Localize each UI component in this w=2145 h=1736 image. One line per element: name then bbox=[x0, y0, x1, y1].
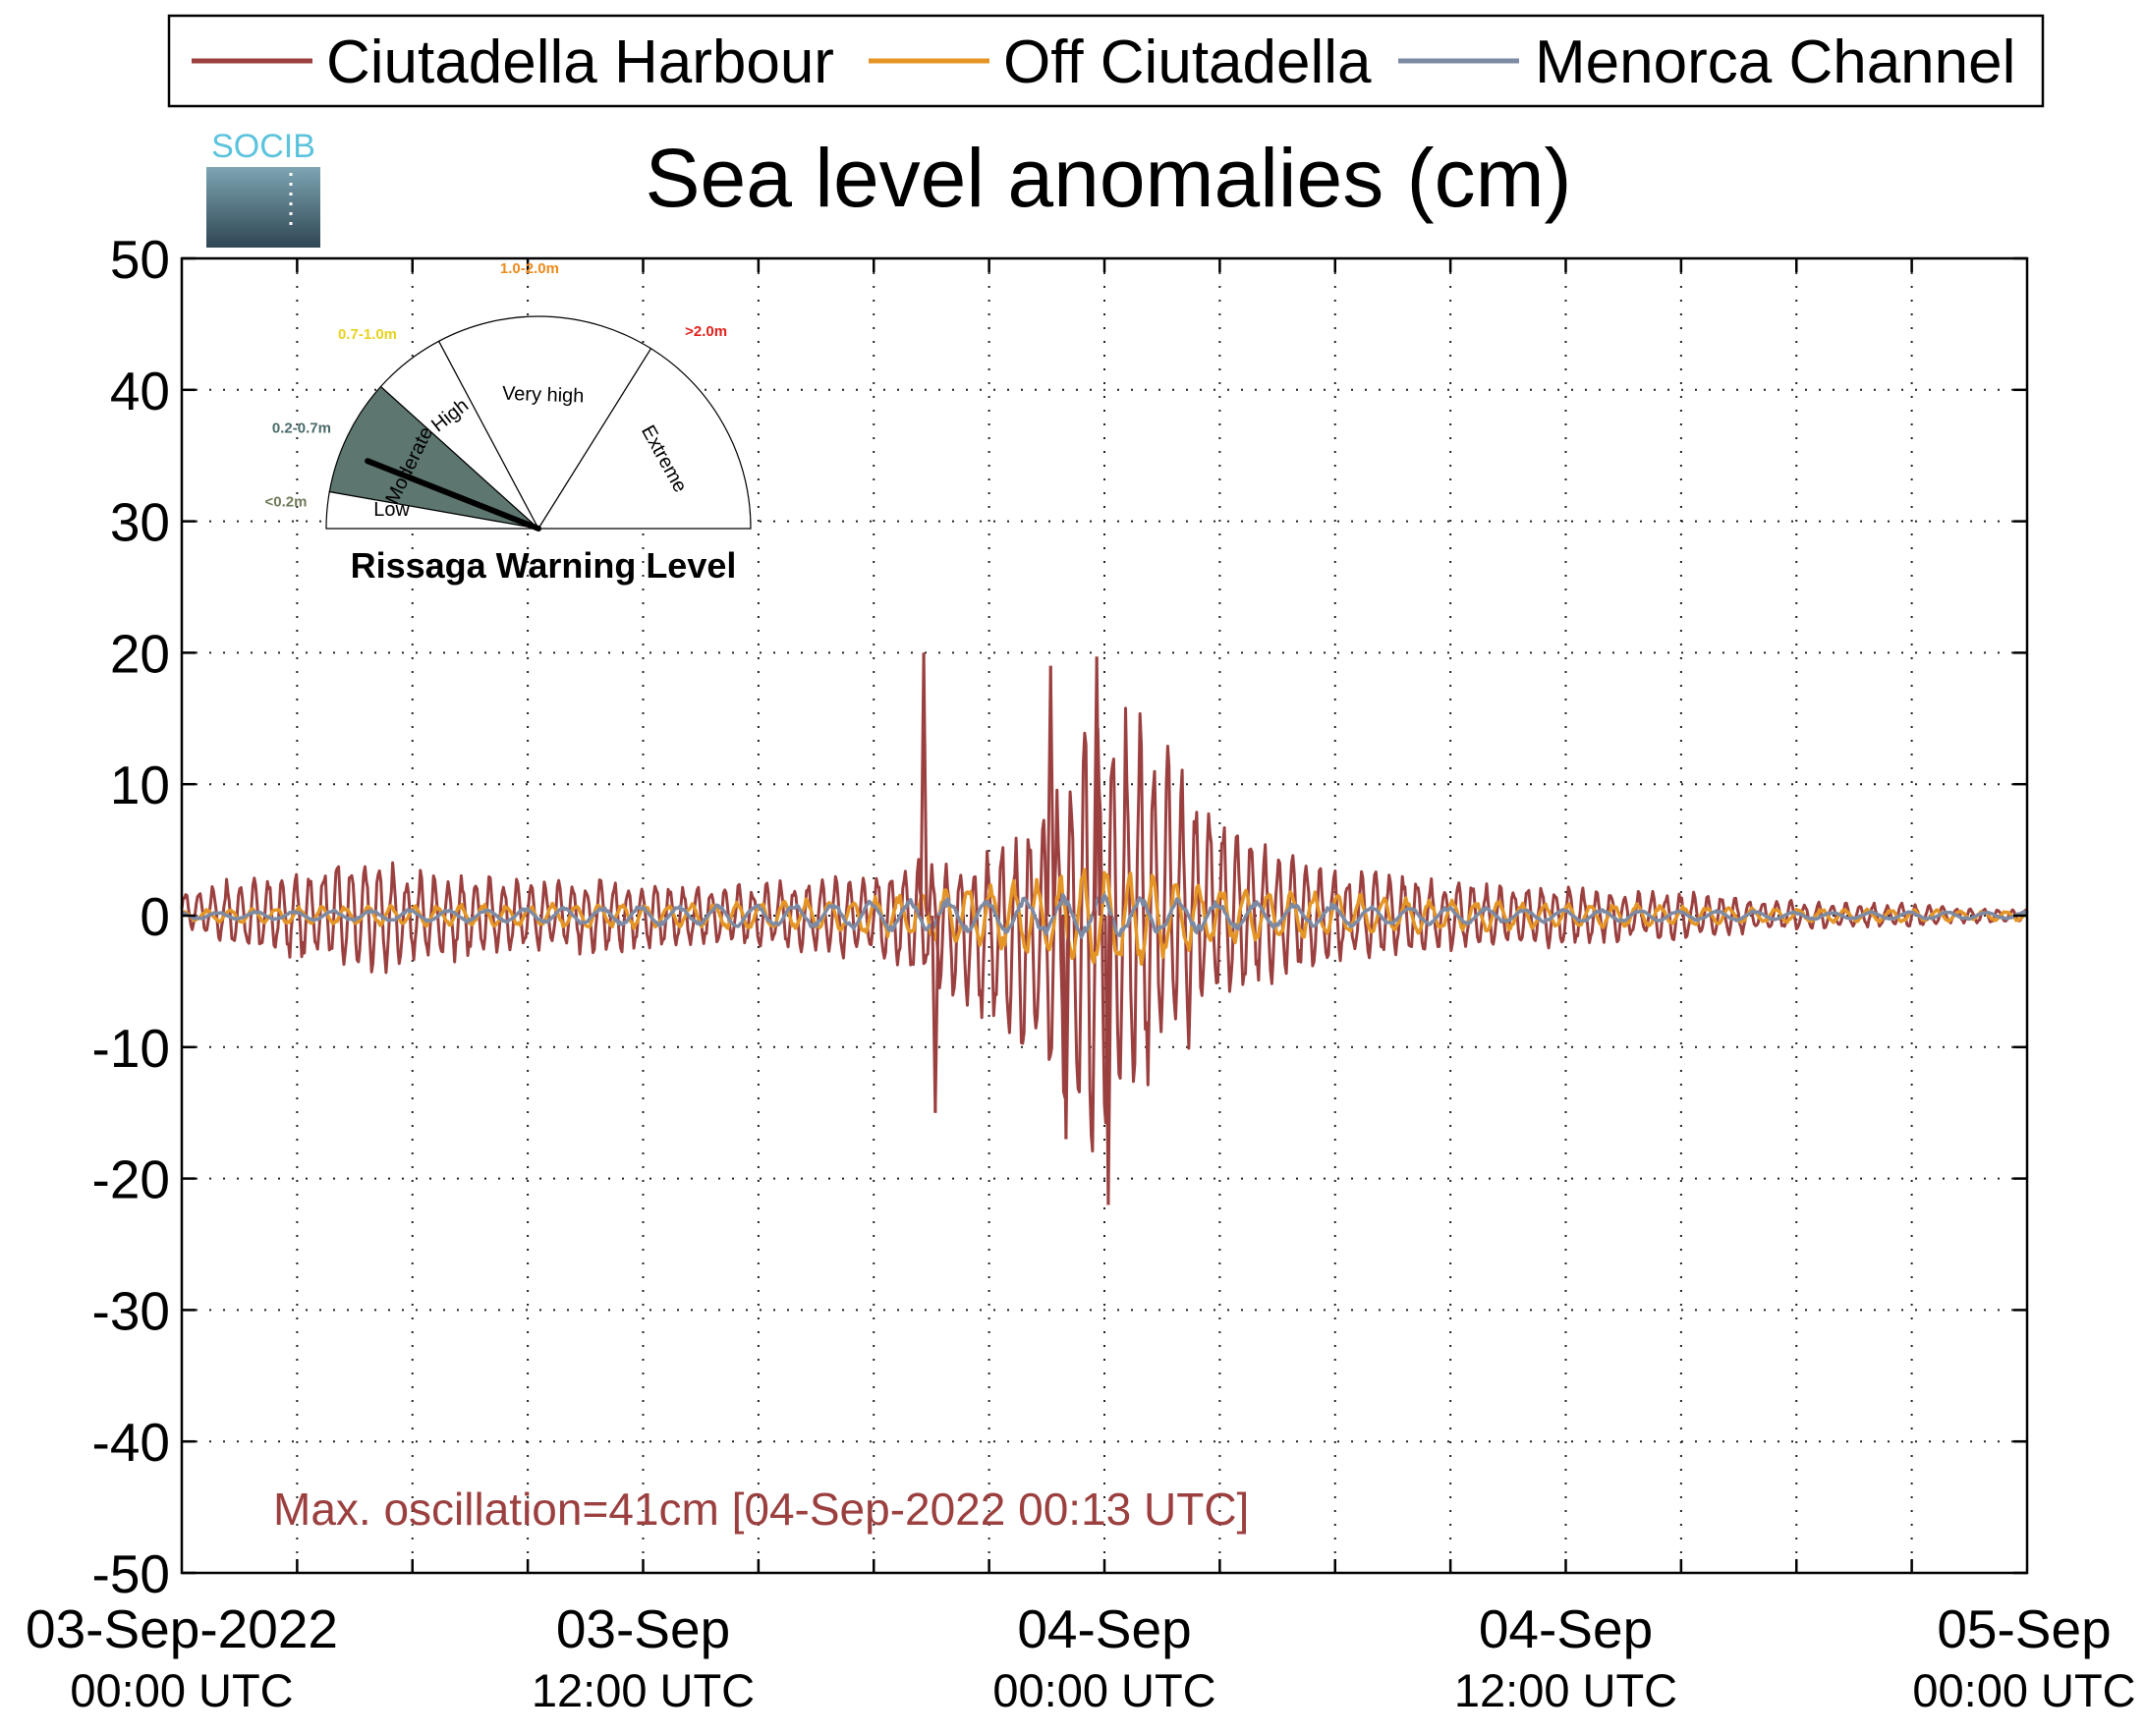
gauge-range-label: 0.7-1.0m bbox=[338, 326, 397, 343]
chart-title: Sea level anomalies (cm) bbox=[645, 132, 1571, 224]
legend-label-menorca-channel: Menorca Channel bbox=[1535, 28, 2015, 96]
socib-logo: SOCIB bbox=[206, 128, 320, 248]
legend: Ciutadella Harbour Off Ciutadella Menorc… bbox=[167, 14, 2045, 108]
series-spike bbox=[1106, 915, 1113, 1205]
x-tick-time: 00:00 UTC bbox=[1912, 1664, 2135, 1716]
series-spike bbox=[1048, 665, 1055, 917]
y-tick-label: 30 bbox=[110, 492, 170, 553]
x-tick-date: 03-Sep bbox=[556, 1598, 730, 1659]
series-line-ciutadella-harbour bbox=[180, 706, 2029, 1153]
series-line-menorca-channel bbox=[181, 893, 2029, 939]
x-tick-date: 05-Sep bbox=[1937, 1598, 2111, 1659]
gauge-segment bbox=[437, 315, 652, 531]
x-tick-time: 12:00 UTC bbox=[1454, 1664, 1677, 1716]
gauge-range-label: <0.2m bbox=[265, 494, 308, 511]
y-tick-label: -20 bbox=[92, 1149, 171, 1210]
ticks bbox=[182, 256, 2027, 1575]
series-layer bbox=[180, 652, 2029, 1205]
gauge-segment bbox=[328, 385, 540, 530]
gauge-segment bbox=[536, 347, 752, 530]
y-tick-label: 10 bbox=[110, 755, 170, 815]
x-tick-date: 03-Sep-2022 bbox=[26, 1598, 338, 1659]
series-spike bbox=[922, 652, 929, 917]
y-tick-label: -10 bbox=[92, 1018, 171, 1079]
x-tick-time: 12:00 UTC bbox=[532, 1664, 755, 1716]
legend-label-ciutadella-harbour: Ciutadella Harbour bbox=[326, 28, 834, 96]
x-tick-date: 04-Sep bbox=[1017, 1598, 1191, 1659]
max-oscillation-annotation: Max. oscillation=41cm [04-Sep-2022 00:13… bbox=[273, 1484, 1249, 1535]
gauge-range-label: 0.2-0.7m bbox=[272, 420, 331, 437]
legend-box bbox=[167, 14, 2045, 108]
series-line-off-ciutadella bbox=[181, 868, 2028, 966]
y-tick-label: 50 bbox=[110, 229, 170, 290]
gauge-range-label: >2.0m bbox=[685, 323, 727, 340]
series-spike bbox=[1095, 656, 1101, 917]
y-tick-label: -30 bbox=[92, 1280, 171, 1341]
x-tick-time: 00:00 UTC bbox=[992, 1664, 1215, 1716]
gauge-title: Rissaga Warning Level bbox=[351, 545, 737, 586]
x-tick-time: 00:00 UTC bbox=[70, 1664, 293, 1716]
gauge-needle bbox=[365, 458, 541, 532]
gauge-segment-label: Very high bbox=[502, 383, 585, 408]
legend-label-off-ciutadella: Off Ciutadella bbox=[1003, 28, 1372, 96]
y-tick-label: 0 bbox=[140, 886, 170, 947]
y-axis-ticks: 50 40 30 20 10 0 -10 -20 -30 -40 -50 bbox=[92, 229, 171, 1604]
y-tick-label: 40 bbox=[110, 361, 170, 421]
y-tick-label: -40 bbox=[92, 1412, 171, 1473]
gauge-range-label: 1.0-2.0m bbox=[500, 260, 559, 277]
series-spike bbox=[933, 915, 940, 1113]
series-spike bbox=[1064, 915, 1071, 1140]
x-tick-date: 04-Sep bbox=[1479, 1598, 1653, 1659]
logo-text: SOCIB bbox=[211, 128, 315, 165]
y-tick-label: -50 bbox=[92, 1543, 171, 1604]
y-tick-label: 20 bbox=[110, 623, 170, 684]
